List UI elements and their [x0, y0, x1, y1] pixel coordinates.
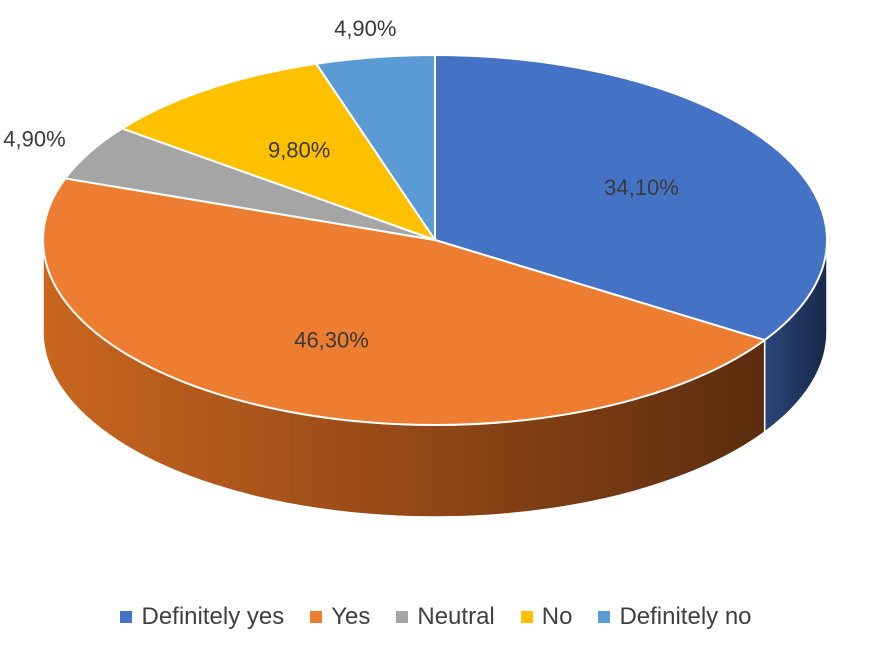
data-label-definitely-no: 4,90% — [334, 16, 396, 41]
legend-swatch — [310, 611, 323, 623]
legend-label: Yes — [331, 603, 371, 630]
legend-swatch — [396, 611, 409, 623]
legend-item-yes: Yes — [310, 603, 370, 631]
legend-label: Definitely no — [619, 603, 752, 630]
legend-swatch — [520, 611, 533, 623]
legend-label: No — [541, 603, 573, 630]
pie-slices — [42, 54, 828, 426]
legend-label: Definitely yes — [141, 603, 285, 630]
legend: Definitely yes Yes Neutral No Definitely no — [0, 603, 872, 631]
legend-item-no: No — [520, 603, 573, 631]
legend-item-definitely-yes: Definitely yes — [120, 603, 284, 631]
legend-item-neutral: Neutral — [396, 603, 495, 631]
data-label-neutral: 4,90% — [3, 126, 65, 151]
pie-slice-yes — [42, 177, 766, 426]
pie-slice-no — [121, 62, 436, 241]
legend-swatch — [120, 611, 133, 623]
pie-data-labels: 34,10% 46,30% 4,90% 9,80% 4,90% — [3, 16, 678, 353]
legend-label: Neutral — [417, 603, 495, 630]
legend-swatch — [598, 611, 611, 623]
legend-item-definitely-no: Definitely no — [598, 603, 752, 631]
pie-slice-definitely-no — [315, 54, 436, 241]
data-label-definitely-yes: 34,10% — [604, 175, 679, 200]
data-label-no: 9,80% — [268, 137, 330, 162]
data-label-yes: 46,30% — [294, 328, 369, 353]
